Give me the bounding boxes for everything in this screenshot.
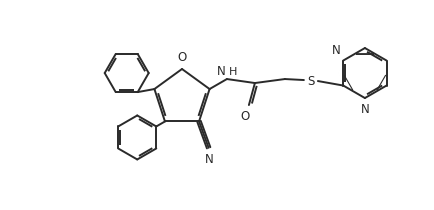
Text: N: N — [361, 103, 369, 116]
Text: S: S — [307, 75, 315, 88]
Text: O: O — [240, 110, 250, 123]
Text: H: H — [229, 67, 237, 77]
Text: N: N — [332, 43, 340, 56]
Text: N: N — [205, 153, 214, 166]
Text: N: N — [217, 65, 226, 78]
Text: O: O — [178, 51, 187, 64]
